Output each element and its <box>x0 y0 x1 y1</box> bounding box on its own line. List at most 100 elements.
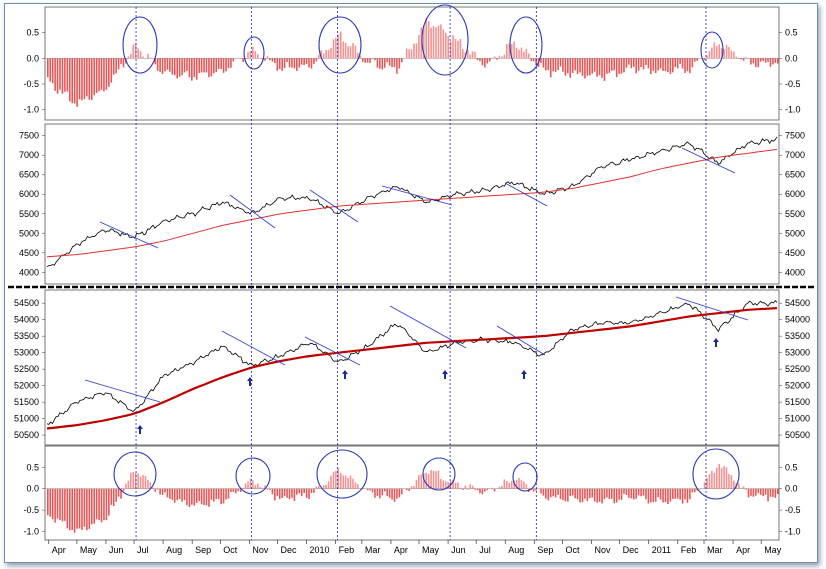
osc-bar <box>308 488 310 500</box>
osc-bar <box>230 58 232 68</box>
osc-bar <box>171 58 174 75</box>
osc-bar <box>247 51 249 59</box>
osc-bar <box>459 487 462 489</box>
osc-bar <box>393 58 396 68</box>
osc-bar <box>130 473 132 489</box>
osc-bar <box>501 56 503 59</box>
osc-bar <box>693 488 696 493</box>
osc-bar <box>51 58 54 84</box>
trendline-bottom-4 <box>389 305 467 349</box>
osc-bar <box>322 485 325 489</box>
osc-bar <box>205 58 208 73</box>
buy-arrow-5 <box>521 370 527 379</box>
osc-bar <box>344 43 347 59</box>
osc-bar <box>288 488 291 500</box>
osc-bar <box>78 58 81 100</box>
osc-bar <box>606 488 608 498</box>
osc-bar <box>88 488 91 529</box>
osc-bar <box>93 488 95 524</box>
y-tick-left-5500: 5500 <box>19 209 39 219</box>
osc-bar <box>437 470 440 489</box>
osc-bar <box>156 58 159 71</box>
osc-bar <box>747 488 750 498</box>
osc-bar <box>161 58 164 74</box>
osc-bar <box>357 52 359 59</box>
osc-bar <box>623 58 625 73</box>
osc-bar <box>474 488 476 490</box>
osc-bar <box>203 58 205 73</box>
y-tick-left--1.0: -1.0 <box>23 105 39 115</box>
osc-bar <box>618 58 620 74</box>
osc-bar <box>217 488 220 500</box>
osc-bar <box>100 58 103 90</box>
trendline-mid-5 <box>504 182 548 207</box>
osc-bar <box>220 58 222 70</box>
osc-bar <box>645 58 647 66</box>
osc-bar <box>737 483 740 489</box>
osc-bar <box>130 53 132 59</box>
osc-bar <box>337 34 340 59</box>
osc-bar <box>681 488 684 504</box>
osc-bar <box>313 488 315 493</box>
osc-bar <box>501 485 503 489</box>
osc-bar <box>349 475 352 489</box>
panel-2-plot-area <box>44 123 780 285</box>
osc-bar <box>672 58 674 73</box>
osc-bar <box>125 483 127 489</box>
y-tick-left--0.5: -0.5 <box>23 505 39 515</box>
y-tick-right-0.0: 0.0 <box>785 53 798 63</box>
osc-bar <box>195 488 198 503</box>
osc-bar <box>725 467 728 489</box>
osc-bar <box>415 43 418 59</box>
osc-bar <box>291 58 293 68</box>
osc-bar <box>137 48 139 59</box>
osc-bar <box>127 56 130 59</box>
oscillator-bars-layer <box>47 17 779 533</box>
osc-bar <box>493 488 496 492</box>
trendline-bottom-6 <box>675 296 749 321</box>
osc-bar <box>444 481 447 489</box>
osc-bar <box>166 488 169 498</box>
osc-bar <box>703 58 706 60</box>
y-tick-left--0.5: -0.5 <box>23 79 39 89</box>
osc-bar <box>549 58 552 78</box>
osc-bar <box>401 488 403 495</box>
osc-bar <box>554 58 557 72</box>
osc-bar <box>447 482 450 489</box>
osc-bar <box>342 41 345 59</box>
osc-bar <box>515 480 518 489</box>
y-tick-left-6500: 6500 <box>19 170 39 180</box>
highlight-circle-top-3 <box>318 16 362 74</box>
osc-bar <box>81 58 83 101</box>
highlight-circle-bottom-3 <box>316 449 368 499</box>
osc-bar <box>440 478 442 489</box>
osc-bar <box>242 487 244 489</box>
osc-bar <box>337 467 340 489</box>
osc-bar <box>769 488 772 497</box>
osc-bar <box>637 488 640 496</box>
osc-bar <box>579 58 581 73</box>
osc-bar <box>256 54 259 59</box>
osc-bar <box>630 488 633 499</box>
osc-bar <box>205 488 208 506</box>
y-tick-left-7000: 7000 <box>19 150 39 160</box>
osc-bar <box>386 488 388 497</box>
y-tick-left-54500: 54500 <box>14 298 39 308</box>
x-tick-Mar: Mar <box>365 545 381 555</box>
y-tick-left-51000: 51000 <box>14 414 39 424</box>
osc-bar <box>435 471 437 489</box>
y-tick-right--0.5: -0.5 <box>785 505 801 515</box>
osc-bar <box>56 58 59 94</box>
osc-bar <box>520 47 523 59</box>
osc-bar <box>757 488 760 494</box>
osc-bar <box>78 488 81 529</box>
osc-bar <box>720 468 723 489</box>
osc-bar <box>83 58 86 99</box>
osc-bar <box>195 58 198 80</box>
osc-bar <box>440 24 442 59</box>
osc-bar <box>222 488 225 504</box>
osc-bar <box>430 470 432 489</box>
osc-bar <box>593 58 596 72</box>
osc-bar <box>315 58 318 62</box>
osc-bar <box>484 488 486 492</box>
